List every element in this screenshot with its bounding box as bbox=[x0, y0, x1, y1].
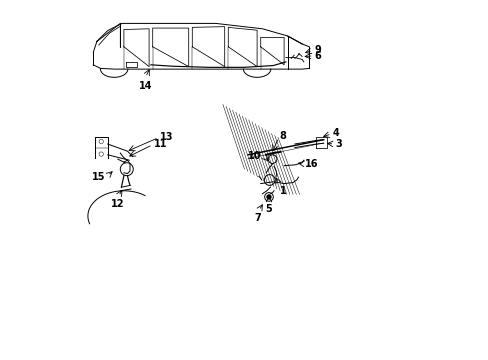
Text: 6: 6 bbox=[314, 51, 321, 61]
Text: 10: 10 bbox=[248, 150, 261, 161]
Text: 14: 14 bbox=[139, 81, 152, 91]
Text: 1: 1 bbox=[279, 186, 286, 196]
Text: 12: 12 bbox=[111, 199, 124, 209]
Text: 5: 5 bbox=[265, 204, 272, 215]
Text: 3: 3 bbox=[335, 139, 342, 149]
Text: 15: 15 bbox=[92, 172, 106, 182]
Circle shape bbox=[266, 195, 270, 199]
Text: 11: 11 bbox=[153, 139, 167, 149]
Text: 4: 4 bbox=[332, 128, 339, 138]
Text: 16: 16 bbox=[305, 159, 318, 169]
Text: 9: 9 bbox=[314, 45, 321, 55]
Text: 8: 8 bbox=[279, 131, 286, 141]
Text: 7: 7 bbox=[254, 213, 261, 223]
Text: 13: 13 bbox=[160, 132, 173, 142]
